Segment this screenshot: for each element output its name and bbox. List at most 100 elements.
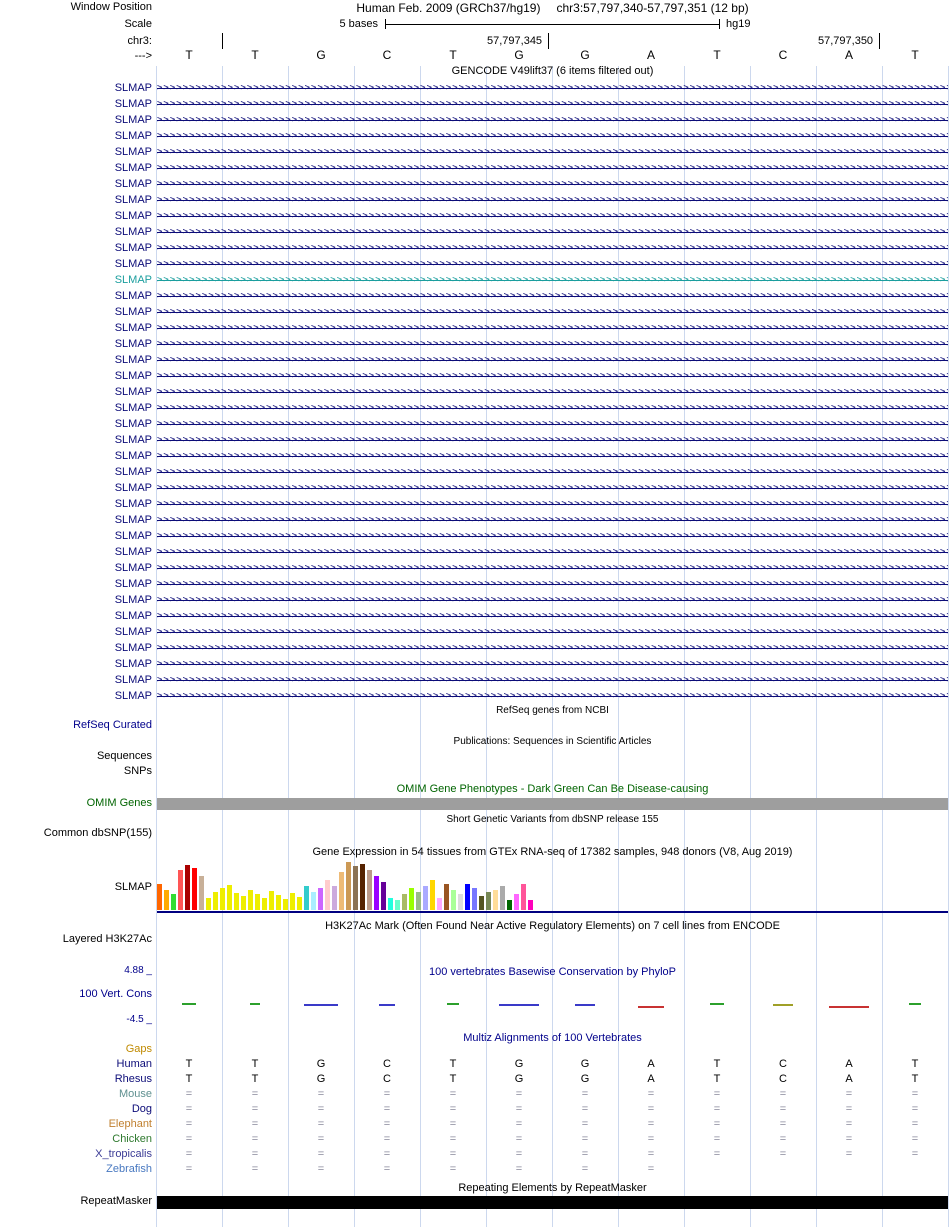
- gencode-label-slmap[interactable]: SLMAP: [114, 498, 152, 510]
- gencode-label-slmap[interactable]: SLMAP: [114, 418, 152, 430]
- gencode-transcript-slmap[interactable]: >>>>>>>>>>>>>>>>>>>>>>>>>>>>>>>>>>>>>>>>…: [157, 528, 948, 544]
- gencode-transcript-slmap[interactable]: >>>>>>>>>>>>>>>>>>>>>>>>>>>>>>>>>>>>>>>>…: [157, 432, 948, 448]
- gencode-label-slmap[interactable]: SLMAP: [114, 226, 152, 238]
- gencode-label-slmap[interactable]: SLMAP: [114, 338, 152, 350]
- gencode-transcript-slmap[interactable]: >>>>>>>>>>>>>>>>>>>>>>>>>>>>>>>>>>>>>>>>…: [157, 80, 948, 96]
- gencode-transcript-slmap[interactable]: >>>>>>>>>>>>>>>>>>>>>>>>>>>>>>>>>>>>>>>>…: [157, 608, 948, 624]
- gencode-transcript-slmap[interactable]: >>>>>>>>>>>>>>>>>>>>>>>>>>>>>>>>>>>>>>>>…: [157, 352, 948, 368]
- gencode-transcript-slmap[interactable]: >>>>>>>>>>>>>>>>>>>>>>>>>>>>>>>>>>>>>>>>…: [157, 368, 948, 384]
- gencode-label-slmap[interactable]: SLMAP: [114, 434, 152, 446]
- gencode-transcript-slmap[interactable]: >>>>>>>>>>>>>>>>>>>>>>>>>>>>>>>>>>>>>>>>…: [157, 192, 948, 208]
- multiz-species-label-chicken[interactable]: Chicken: [112, 1133, 152, 1145]
- multiz-species-label-x_tropicalis[interactable]: X_tropicalis: [95, 1148, 152, 1160]
- gencode-label-slmap[interactable]: SLMAP: [114, 562, 152, 574]
- gencode-label-slmap[interactable]: SLMAP: [114, 82, 152, 94]
- gencode-transcript-slmap[interactable]: >>>>>>>>>>>>>>>>>>>>>>>>>>>>>>>>>>>>>>>>…: [157, 336, 948, 352]
- gencode-transcript-slmap[interactable]: >>>>>>>>>>>>>>>>>>>>>>>>>>>>>>>>>>>>>>>>…: [157, 560, 948, 576]
- gencode-transcript-slmap[interactable]: >>>>>>>>>>>>>>>>>>>>>>>>>>>>>>>>>>>>>>>>…: [157, 160, 948, 176]
- gencode-transcript-slmap[interactable]: >>>>>>>>>>>>>>>>>>>>>>>>>>>>>>>>>>>>>>>>…: [157, 384, 948, 400]
- gencode-label-slmap[interactable]: SLMAP: [114, 450, 152, 462]
- gencode-transcript-slmap[interactable]: >>>>>>>>>>>>>>>>>>>>>>>>>>>>>>>>>>>>>>>>…: [157, 688, 948, 704]
- gencode-transcript-slmap[interactable]: >>>>>>>>>>>>>>>>>>>>>>>>>>>>>>>>>>>>>>>>…: [157, 128, 948, 144]
- gencode-label-slmap[interactable]: SLMAP: [114, 482, 152, 494]
- gencode-transcript-slmap[interactable]: >>>>>>>>>>>>>>>>>>>>>>>>>>>>>>>>>>>>>>>>…: [157, 176, 948, 192]
- gencode-label-slmap[interactable]: SLMAP: [114, 402, 152, 414]
- gencode-transcript-slmap[interactable]: >>>>>>>>>>>>>>>>>>>>>>>>>>>>>>>>>>>>>>>>…: [157, 656, 948, 672]
- gencode-transcript-slmap[interactable]: >>>>>>>>>>>>>>>>>>>>>>>>>>>>>>>>>>>>>>>>…: [157, 672, 948, 688]
- gencode-transcript-slmap[interactable]: >>>>>>>>>>>>>>>>>>>>>>>>>>>>>>>>>>>>>>>>…: [157, 512, 948, 528]
- gencode-transcript-slmap[interactable]: >>>>>>>>>>>>>>>>>>>>>>>>>>>>>>>>>>>>>>>>…: [157, 144, 948, 160]
- gencode-transcript-slmap[interactable]: >>>>>>>>>>>>>>>>>>>>>>>>>>>>>>>>>>>>>>>>…: [157, 496, 948, 512]
- gencode-label-slmap[interactable]: SLMAP: [114, 242, 152, 254]
- track-label-omim[interactable]: OMIM Genes: [86, 797, 152, 809]
- gencode-label-slmap[interactable]: SLMAP: [114, 322, 152, 334]
- multiz-species-label-elephant[interactable]: Elephant: [108, 1118, 152, 1130]
- multiz-species-label-rhesus[interactable]: Rhesus: [114, 1073, 152, 1085]
- gencode-transcript-slmap[interactable]: >>>>>>>>>>>>>>>>>>>>>>>>>>>>>>>>>>>>>>>>…: [157, 544, 948, 560]
- gencode-transcript-slmap[interactable]: >>>>>>>>>>>>>>>>>>>>>>>>>>>>>>>>>>>>>>>>…: [157, 112, 948, 128]
- gencode-transcript-slmap[interactable]: >>>>>>>>>>>>>>>>>>>>>>>>>>>>>>>>>>>>>>>>…: [157, 464, 948, 480]
- phylop-max-label[interactable]: 4.88 _: [124, 965, 152, 976]
- gencode-label-slmap[interactable]: SLMAP: [114, 354, 152, 366]
- gencode-transcript-slmap[interactable]: >>>>>>>>>>>>>>>>>>>>>>>>>>>>>>>>>>>>>>>>…: [157, 400, 948, 416]
- repeatmasker-bar[interactable]: [157, 1196, 948, 1209]
- gencode-label-slmap[interactable]: SLMAP: [114, 610, 152, 622]
- track-label-repeatmasker[interactable]: RepeatMasker: [80, 1195, 152, 1207]
- gencode-transcript-slmap[interactable]: >>>>>>>>>>>>>>>>>>>>>>>>>>>>>>>>>>>>>>>>…: [157, 288, 948, 304]
- multiz-species-label-human[interactable]: Human: [116, 1058, 152, 1070]
- gencode-transcript-slmap[interactable]: >>>>>>>>>>>>>>>>>>>>>>>>>>>>>>>>>>>>>>>>…: [157, 96, 948, 112]
- strand-label[interactable]: --->: [134, 50, 152, 62]
- gencode-label-slmap[interactable]: SLMAP: [114, 210, 152, 222]
- gencode-label-slmap[interactable]: SLMAP: [114, 626, 152, 638]
- gencode-label-slmap[interactable]: SLMAP: [114, 146, 152, 158]
- gencode-label-slmap[interactable]: SLMAP: [114, 466, 152, 478]
- gencode-label-slmap[interactable]: SLMAP: [114, 194, 152, 206]
- gencode-transcript-slmap[interactable]: >>>>>>>>>>>>>>>>>>>>>>>>>>>>>>>>>>>>>>>>…: [157, 304, 948, 320]
- track-label-refseq[interactable]: RefSeq Curated: [73, 719, 152, 731]
- multiz-species-label-zebrafish[interactable]: Zebrafish: [106, 1163, 152, 1175]
- gencode-transcript-slmap[interactable]: >>>>>>>>>>>>>>>>>>>>>>>>>>>>>>>>>>>>>>>>…: [157, 480, 948, 496]
- gencode-label-slmap[interactable]: SLMAP: [114, 98, 152, 110]
- gencode-label-slmap[interactable]: SLMAP: [114, 258, 152, 270]
- gencode-transcript-slmap[interactable]: >>>>>>>>>>>>>>>>>>>>>>>>>>>>>>>>>>>>>>>>…: [157, 256, 948, 272]
- gencode-transcript-slmap[interactable]: >>>>>>>>>>>>>>>>>>>>>>>>>>>>>>>>>>>>>>>>…: [157, 272, 948, 288]
- gencode-label-slmap[interactable]: SLMAP: [114, 530, 152, 542]
- multiz-species-label-dog[interactable]: Dog: [131, 1103, 152, 1115]
- chrom-label[interactable]: chr3:: [127, 35, 152, 47]
- gencode-transcript-slmap[interactable]: >>>>>>>>>>>>>>>>>>>>>>>>>>>>>>>>>>>>>>>>…: [157, 576, 948, 592]
- scale-label[interactable]: Scale: [124, 18, 152, 30]
- gencode-label-slmap[interactable]: SLMAP: [114, 290, 152, 302]
- gencode-transcript-slmap[interactable]: >>>>>>>>>>>>>>>>>>>>>>>>>>>>>>>>>>>>>>>>…: [157, 208, 948, 224]
- gencode-label-slmap[interactable]: SLMAP: [114, 130, 152, 142]
- track-label-sequences[interactable]: Sequences: [96, 750, 152, 762]
- multiz-species-label-gaps[interactable]: Gaps: [125, 1043, 152, 1055]
- gencode-transcript-slmap[interactable]: >>>>>>>>>>>>>>>>>>>>>>>>>>>>>>>>>>>>>>>>…: [157, 640, 948, 656]
- gencode-label-slmap[interactable]: SLMAP: [114, 386, 152, 398]
- gencode-label-slmap[interactable]: SLMAP: [114, 306, 152, 318]
- gencode-label-slmap[interactable]: SLMAP: [114, 594, 152, 606]
- track-label-h3k27ac[interactable]: Layered H3K27Ac: [62, 933, 152, 945]
- gencode-label-slmap[interactable]: SLMAP: [114, 178, 152, 190]
- omim-track-bar[interactable]: [157, 798, 948, 810]
- gencode-label-slmap[interactable]: SLMAP: [114, 514, 152, 526]
- track-label-phylop[interactable]: 100 Vert. Cons: [79, 988, 152, 1000]
- gencode-transcript-slmap[interactable]: >>>>>>>>>>>>>>>>>>>>>>>>>>>>>>>>>>>>>>>>…: [157, 448, 948, 464]
- gencode-label-slmap[interactable]: SLMAP: [114, 674, 152, 686]
- gencode-transcript-slmap[interactable]: >>>>>>>>>>>>>>>>>>>>>>>>>>>>>>>>>>>>>>>>…: [157, 592, 948, 608]
- track-label-dbsnp[interactable]: Common dbSNP(155): [43, 827, 152, 839]
- gencode-transcript-slmap[interactable]: >>>>>>>>>>>>>>>>>>>>>>>>>>>>>>>>>>>>>>>>…: [157, 240, 948, 256]
- gencode-label-slmap[interactable]: SLMAP: [114, 370, 152, 382]
- track-label-gtex-gene[interactable]: SLMAP: [114, 881, 152, 893]
- gencode-label-slmap[interactable]: SLMAP: [114, 114, 152, 126]
- gencode-label-slmap[interactable]: SLMAP: [114, 690, 152, 702]
- window-position-label[interactable]: Window Position: [70, 1, 152, 13]
- gencode-label-slmap[interactable]: SLMAP: [114, 658, 152, 670]
- gencode-label-slmap[interactable]: SLMAP: [114, 642, 152, 654]
- gencode-transcript-slmap[interactable]: >>>>>>>>>>>>>>>>>>>>>>>>>>>>>>>>>>>>>>>>…: [157, 624, 948, 640]
- multiz-species-label-mouse[interactable]: Mouse: [118, 1088, 152, 1100]
- gencode-transcript-slmap[interactable]: >>>>>>>>>>>>>>>>>>>>>>>>>>>>>>>>>>>>>>>>…: [157, 416, 948, 432]
- gencode-label-slmap[interactable]: SLMAP: [114, 162, 152, 174]
- track-label-snps[interactable]: SNPs: [123, 765, 152, 777]
- gencode-transcript-slmap[interactable]: >>>>>>>>>>>>>>>>>>>>>>>>>>>>>>>>>>>>>>>>…: [157, 224, 948, 240]
- phylop-min-label[interactable]: -4.5 _: [126, 1014, 152, 1025]
